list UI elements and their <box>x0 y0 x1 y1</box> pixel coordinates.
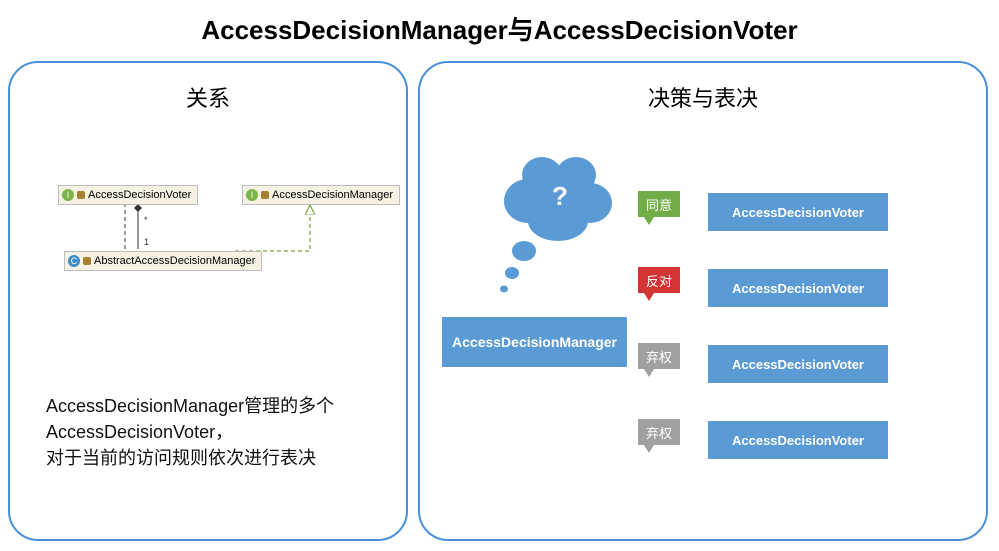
package-icon <box>77 191 85 199</box>
panels: 关系 * 1 <box>0 61 999 541</box>
voter-box-1: AccessDecisionVoter <box>708 269 888 307</box>
uml-voter-label: AccessDecisionVoter <box>88 189 191 201</box>
voter-box-0: AccessDecisionVoter <box>708 193 888 231</box>
thought-bubble-icon: ? <box>490 151 620 301</box>
vote-tag-tail-0 <box>644 217 654 225</box>
desc-line-2: AccessDecisionVoter， <box>46 419 334 445</box>
vote-tag-1: 反对 <box>638 267 680 293</box>
voter-box-2: AccessDecisionVoter <box>708 345 888 383</box>
question-mark: ? <box>552 181 568 211</box>
page-title: AccessDecisionManager与AccessDecisionVote… <box>0 0 999 61</box>
vote-tag-tail-1 <box>644 293 654 301</box>
interface-icon: I <box>246 189 258 201</box>
package-icon <box>83 257 91 265</box>
voter-box-3: AccessDecisionVoter <box>708 421 888 459</box>
uml-diagram: * 1 I AccessDecisionVoter I AccessDecisi… <box>10 159 406 319</box>
vote-tag-2: 弃权 <box>638 343 680 369</box>
right-body: ? AccessDecisionManager 同意反对弃权弃权 AccessD… <box>420 119 986 539</box>
panel-voting: 决策与表决 ? AccessDecisionManager <box>418 61 988 541</box>
adm-label: AccessDecisionManager <box>452 334 617 350</box>
panel-right-title: 决策与表决 <box>420 63 986 119</box>
svg-text:*: * <box>144 215 148 225</box>
vote-tag-3: 弃权 <box>638 419 680 445</box>
uml-box-manager: I AccessDecisionManager <box>242 185 400 205</box>
vote-tag-tail-2 <box>644 369 654 377</box>
uml-connectors: * 1 <box>10 159 410 319</box>
interface-icon: I <box>62 189 74 201</box>
panel-left-title: 关系 <box>10 63 406 119</box>
adm-box: AccessDecisionManager <box>442 317 627 367</box>
vote-tag-0: 同意 <box>638 191 680 217</box>
uml-box-voter: I AccessDecisionVoter <box>58 185 198 205</box>
left-description: AccessDecisionManager管理的多个 AccessDecisio… <box>46 393 334 471</box>
desc-line-3: 对于当前的访问规则依次进行表决 <box>46 445 334 471</box>
uml-manager-label: AccessDecisionManager <box>272 189 393 201</box>
package-icon <box>261 191 269 199</box>
uml-box-abstract: C AbstractAccessDecisionManager <box>64 251 262 271</box>
desc-line-1: AccessDecisionManager管理的多个 <box>46 393 334 419</box>
vote-tag-tail-3 <box>644 445 654 453</box>
class-icon: C <box>68 255 80 267</box>
uml-abstract-label: AbstractAccessDecisionManager <box>94 255 255 267</box>
svg-text:1: 1 <box>144 237 149 247</box>
panel-relationship: 关系 * 1 <box>8 61 408 541</box>
